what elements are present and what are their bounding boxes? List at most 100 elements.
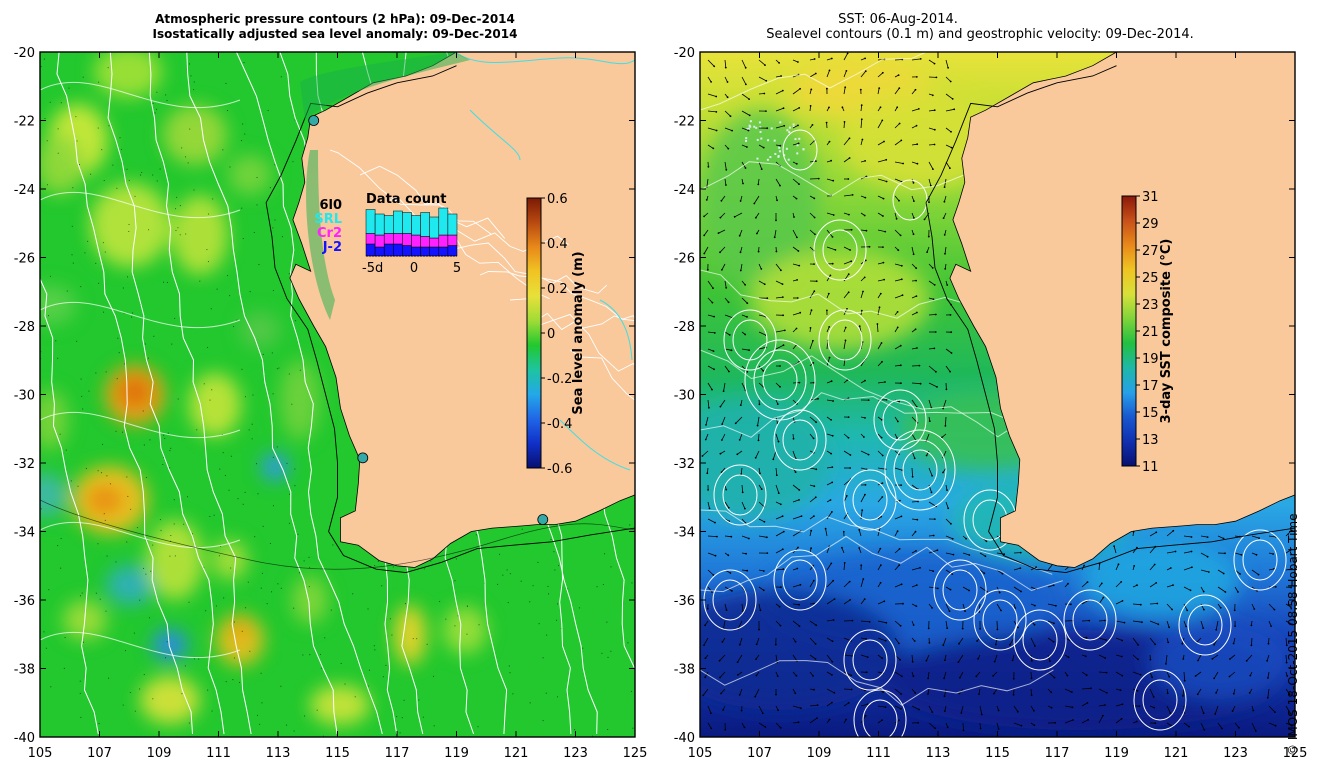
sst-patch <box>750 250 930 350</box>
sla-anomaly-blob <box>292 576 328 624</box>
pressure-contour-line <box>235 52 383 735</box>
right-ytick-label: -28 <box>674 320 695 335</box>
data-count-bar <box>374 246 385 257</box>
sealevel-contour-line <box>700 535 1063 593</box>
right-xtick-label: 113 <box>926 746 951 761</box>
land-contour-line <box>329 149 492 235</box>
right-colorbar-tick-label: 29 <box>1142 217 1159 232</box>
eddy-contour <box>1178 594 1232 656</box>
pressure-contour-line <box>40 411 241 439</box>
land-contour-line <box>359 165 506 239</box>
eddy-contour <box>1022 619 1058 661</box>
sla-anomaly-blob <box>310 685 370 725</box>
eddy-contour <box>852 479 888 521</box>
data-count-xtick-label: -5d <box>362 261 383 276</box>
sla-anomaly-blob <box>443 606 487 654</box>
eddy-contour <box>982 599 1018 641</box>
sla-anomaly-blob <box>163 105 227 165</box>
velocity-arrows <box>701 52 1293 732</box>
eddy-contour <box>732 319 768 361</box>
left-xtick-label: 107 <box>87 746 112 761</box>
data-count-bar <box>393 233 403 245</box>
sla-anomaly-blob <box>40 285 76 325</box>
data-count-bar <box>402 233 412 246</box>
sla-anomaly-blob <box>261 453 289 481</box>
sla-stipple <box>40 58 635 737</box>
right-ytick-label: -20 <box>674 46 695 61</box>
right-xtick-label: 107 <box>747 746 772 761</box>
data-count-bar <box>438 246 449 257</box>
eddy-contour <box>1013 609 1067 671</box>
shelf-break-line <box>925 65 1295 574</box>
data-count-bar <box>402 245 412 257</box>
eddy-contour <box>884 429 956 511</box>
data-count-bar <box>411 246 421 257</box>
sla-anomaly-field <box>40 52 616 725</box>
sla-anomaly-blob <box>40 473 67 517</box>
data-count-bar <box>420 246 430 257</box>
sla-map-area <box>40 52 635 737</box>
eddy-contour <box>827 319 863 361</box>
eddy-contour <box>882 399 918 441</box>
eddy-contour <box>973 589 1027 651</box>
data-count-bar <box>420 236 430 248</box>
right-ytick-label: -34 <box>674 526 695 541</box>
data-count-legend-label: Cr2 <box>317 226 342 241</box>
sealevel-contours <box>700 52 1287 737</box>
data-count-bar <box>447 234 458 246</box>
left-ytick-label: -36 <box>14 594 35 609</box>
eddy-contour <box>713 464 767 526</box>
left-ytick-label: -30 <box>14 389 35 404</box>
river-line <box>454 52 635 65</box>
eddy-contour <box>773 549 827 611</box>
eddy-contour <box>818 309 872 371</box>
data-count-bar <box>447 245 458 257</box>
data-count-bar <box>393 243 403 257</box>
left-xtick-label: 109 <box>147 746 172 761</box>
left-xtick-label: 117 <box>385 746 410 761</box>
left-colorbar-tick-label: 0 <box>547 327 555 342</box>
river-line <box>599 299 633 361</box>
deep-isobath <box>40 499 635 570</box>
left-colorbar-gradient <box>526 197 542 469</box>
sealevel-contour-line <box>700 52 1017 111</box>
left-ytick-label: -28 <box>14 320 35 335</box>
sla-anomaly-blob <box>87 486 123 514</box>
right-ytick-label: -22 <box>674 115 695 130</box>
data-count-bar <box>411 234 421 248</box>
right-xtick-label: 119 <box>1104 746 1129 761</box>
left-title-line2: Isostatically adjusted sea level anomaly… <box>152 27 518 41</box>
right-colorbar-tick-label: 23 <box>1142 298 1159 313</box>
eddy-contour <box>843 469 897 531</box>
eddy-contour <box>1142 679 1178 721</box>
right-colorbar-tick-label: 25 <box>1142 271 1159 286</box>
data-count-bar <box>429 216 440 239</box>
left-ytick-label: -40 <box>14 731 35 746</box>
data-count-bar <box>447 213 458 236</box>
right-colorbar-label: 3-day SST composite (°C) <box>1159 239 1174 424</box>
left-colorbar-tick-label: 0.2 <box>547 282 568 297</box>
coastal-strip <box>306 150 335 320</box>
left-xtick-label: 119 <box>444 746 469 761</box>
sst-patch <box>1080 540 1240 620</box>
data-count-legend-label: 6l0 <box>319 198 342 213</box>
eddy-contour <box>1063 589 1117 651</box>
data-count-bar <box>383 215 394 234</box>
sla-anomaly-blob <box>147 520 203 600</box>
coastal-shading <box>300 52 470 320</box>
sla-anomaly-blob <box>40 135 84 195</box>
sst-patch <box>1150 620 1290 700</box>
pressure-contour-line <box>148 52 252 735</box>
sla-anomaly-blob <box>94 52 162 98</box>
sla-anomaly-blob <box>140 676 200 724</box>
left-xtick-label: 125 <box>623 746 648 761</box>
left-title-line1: Atmospheric pressure contours (2 hPa): 0… <box>155 12 515 26</box>
eddy-contour <box>813 219 867 281</box>
cloud-speckle <box>745 120 805 161</box>
land-contour-line <box>569 349 635 401</box>
left-colorbar-label: Sea level anomaly (m) <box>571 251 586 414</box>
data-count-bar <box>365 233 376 245</box>
